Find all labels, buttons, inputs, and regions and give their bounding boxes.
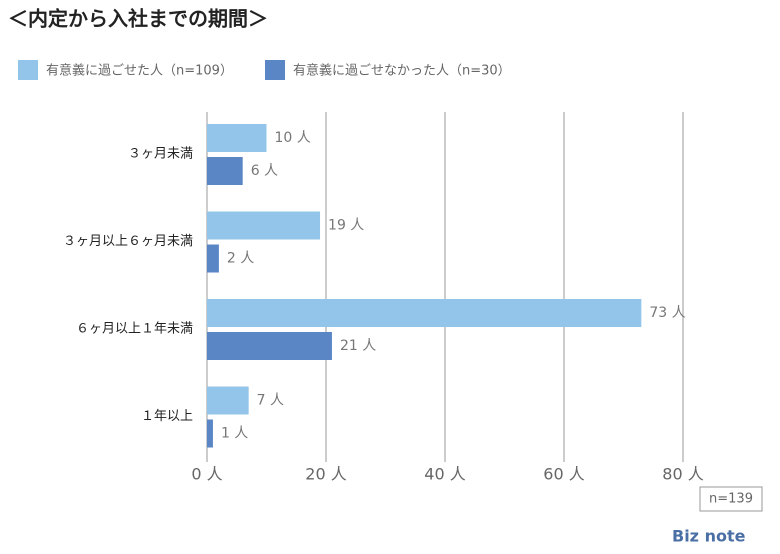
value-label: 1 人 [221, 426, 248, 442]
bar [207, 386, 249, 415]
x-tick-label: 20 人 [305, 465, 346, 484]
value-label: 7 人 [257, 393, 284, 409]
x-tick-label: 60 人 [543, 465, 584, 484]
bar [207, 244, 219, 273]
x-tick-label: 0 人 [191, 465, 222, 484]
value-label: 6 人 [251, 163, 278, 179]
bar [207, 157, 243, 185]
note: n=139 [709, 492, 753, 507]
y-tick-label: ６ヶ月以上１年未満 [76, 322, 193, 337]
value-label: 2 人 [227, 251, 254, 267]
bar [207, 419, 213, 448]
value-label: 19 人 [328, 218, 364, 234]
logo: Biz note [672, 527, 746, 546]
chart-title: ＜内定から入社までの期間＞ [8, 7, 268, 31]
y-tick-label: ３ヶ月未満 [128, 147, 193, 162]
note-box [699, 486, 763, 512]
x-tick-label: 40 人 [424, 465, 465, 484]
legend-label: 有意義に過ごせた人（n=109） [46, 63, 233, 79]
bar [207, 124, 267, 152]
value-label: 21 人 [340, 338, 376, 354]
value-label: 10 人 [275, 130, 311, 146]
bar [207, 299, 642, 327]
legend-swatch [265, 60, 285, 80]
bar [207, 211, 321, 240]
bar [207, 332, 332, 360]
legend-swatch [18, 60, 38, 80]
x-tick-label: 80 人 [662, 465, 703, 484]
y-tick-label: １年以上 [141, 409, 193, 424]
y-tick-label: ３ヶ月以上６ヶ月未満 [63, 234, 193, 249]
value-label: 73 人 [649, 305, 685, 321]
legend-label: 有意義に過ごせなかった人（n=30） [293, 63, 511, 79]
